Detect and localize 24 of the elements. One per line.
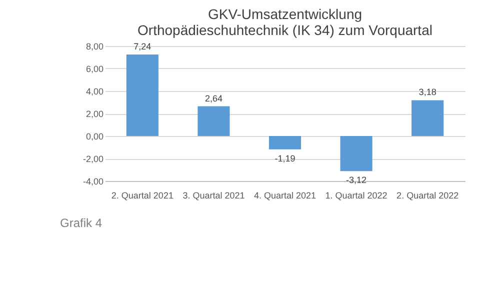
bar: [340, 136, 372, 172]
bar: [198, 106, 230, 136]
y-tick-label: 8,00: [86, 42, 104, 52]
y-tick-label: 6,00: [86, 64, 104, 74]
y-tick-label: 4,00: [86, 86, 104, 96]
y-tick-label: -4,00: [82, 176, 104, 186]
x-tick-label: 2. Quartal 2022: [396, 190, 459, 200]
data-label: 2,64: [204, 93, 222, 104]
y-tick-label: -2,00: [82, 154, 104, 164]
text: Grafik 4: [60, 216, 102, 230]
chart-title: GKV-Umsatzentwicklung Orthopädieschuhtechnik (IK 34) zum Vorquartal: [138, 6, 432, 38]
x-tick-label: 4. Quartal 2021: [254, 190, 316, 200]
bar: [126, 54, 158, 136]
x-tick-label: 3. Quartal 2021: [182, 190, 245, 200]
bar: [268, 136, 302, 150]
data-label: -1,19: [274, 153, 296, 164]
data-label: -3,12: [346, 175, 367, 186]
y-tick-label: 0,00: [86, 132, 104, 142]
x-tick-label: 2. Quartal 2021: [111, 190, 174, 200]
bar: [412, 100, 444, 136]
x-tick-label: 1. Quartal 2022: [325, 190, 388, 200]
y-tick-label: 2,00: [86, 109, 104, 119]
data-label: 3,18: [418, 87, 436, 98]
data-label: 7,24: [134, 42, 152, 52]
